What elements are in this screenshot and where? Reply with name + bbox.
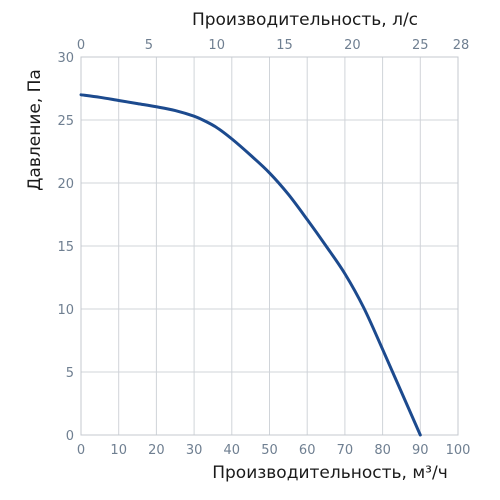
plot-frame — [80, 56, 459, 436]
x2-tick-label: 28 — [453, 38, 470, 53]
y-tick-label: 30 — [57, 51, 74, 66]
y-tick-label: 0 — [66, 429, 74, 444]
x-tick-label: 70 — [337, 443, 354, 458]
x2-tick-label: 20 — [344, 38, 361, 53]
x2-axis-title: Производительность, л/с — [192, 10, 418, 30]
x2-tick-label: 0 — [77, 38, 85, 53]
x-tick-label: 100 — [446, 443, 471, 458]
x2-tick-label: 25 — [412, 38, 429, 53]
y-tick-label: 25 — [57, 114, 74, 129]
y-tick-label: 20 — [57, 177, 74, 192]
x2-tick-label: 10 — [208, 38, 225, 53]
y-axis-title: Давление, Па — [25, 69, 45, 191]
x-tick-label: 10 — [110, 443, 127, 458]
x2-tick-label: 15 — [276, 38, 293, 53]
x-tick-label: 40 — [224, 443, 241, 458]
pressure-curve — [79, 93, 422, 437]
x-tick-label: 0 — [77, 443, 85, 458]
y-tick-label: 5 — [66, 366, 74, 381]
x-axis-title: Производительность, м³/ч — [212, 463, 448, 483]
x-tick-label: 60 — [299, 443, 316, 458]
x-tick-label: 80 — [374, 443, 391, 458]
x-tick-label: 90 — [412, 443, 429, 458]
x-tick-label: 50 — [261, 443, 278, 458]
tick-labels: 0 10 20 30 40 50 60 70 80 90 100 0 5 10 15 20 25 28 0 5 10 15… — [57, 38, 470, 458]
y-tick-label: 10 — [57, 303, 74, 318]
x-tick-label: 30 — [186, 443, 203, 458]
grid-lines — [80, 56, 459, 436]
y-tick-label: 15 — [57, 240, 74, 255]
x-tick-label: 20 — [148, 443, 165, 458]
x2-tick-label: 5 — [145, 38, 153, 53]
